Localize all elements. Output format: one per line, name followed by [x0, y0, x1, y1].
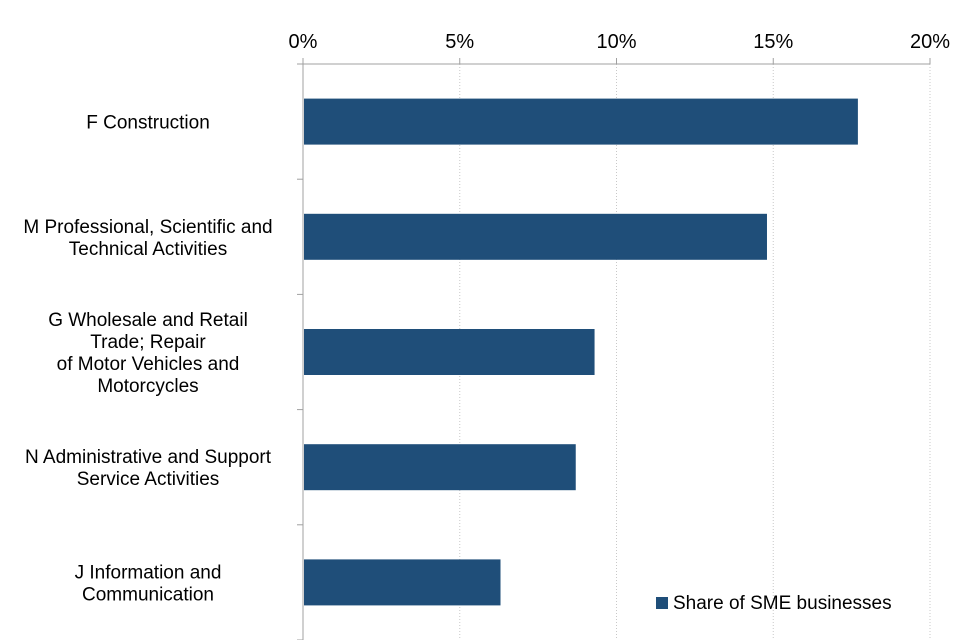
x-tick-label: 0% [289, 31, 318, 53]
category-labels: F Construction M Professional, Scientific… [23, 113, 272, 606]
x-axis-ticks: 0% 5% 10% 15% 20% [289, 31, 950, 64]
bar [304, 213, 767, 260]
category-label: F Construction [86, 113, 210, 134]
x-tick-label: 15% [753, 31, 793, 53]
x-tick-label: 20% [910, 31, 950, 53]
x-tick-label: 5% [445, 31, 474, 53]
category-label: G Wholesale and Retail Trade; Repair of Mo… [48, 310, 248, 397]
axes [297, 63, 930, 640]
bar [304, 559, 501, 606]
category-label: M Professional, Scientific and Technical … [23, 217, 272, 260]
legend-label: Share of SME businesses [673, 593, 892, 614]
category-label: N Administrative and Support Service Acti… [25, 447, 272, 490]
category-label: J Information and Communication [75, 562, 222, 605]
bar [304, 98, 858, 145]
bar [304, 444, 576, 491]
legend-swatch [656, 597, 668, 609]
x-tick-label: 10% [596, 31, 636, 53]
legend: Share of SME businesses [656, 593, 892, 614]
bars [304, 98, 858, 606]
bar [304, 329, 595, 375]
